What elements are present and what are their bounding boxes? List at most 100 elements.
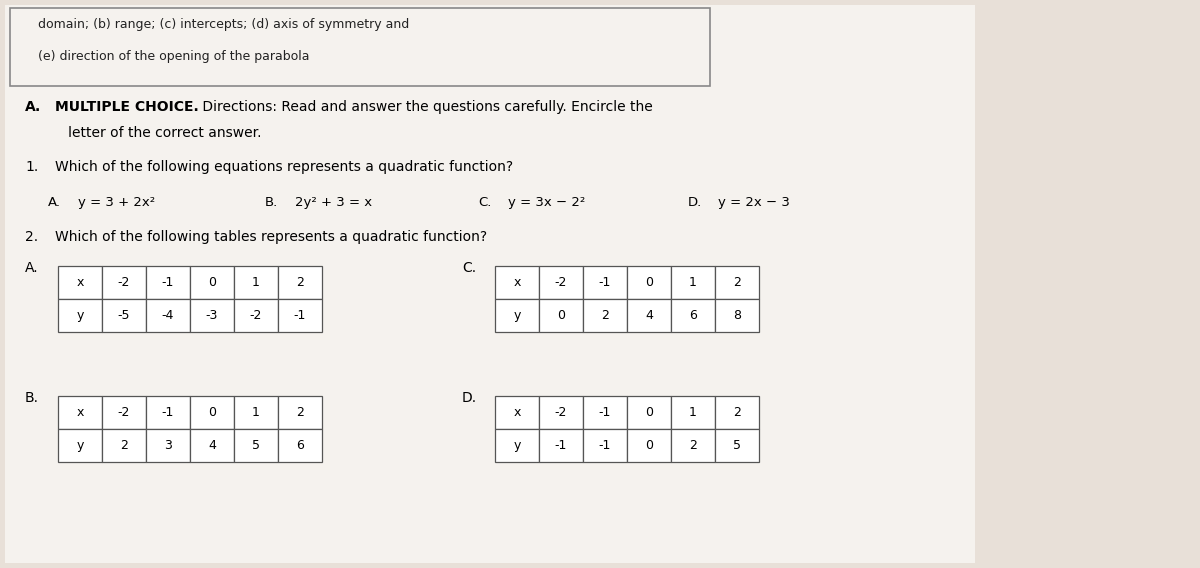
- Bar: [583, 266, 628, 299]
- Text: -1: -1: [294, 309, 306, 322]
- Bar: [496, 266, 539, 299]
- Bar: [715, 429, 760, 462]
- Text: -1: -1: [599, 439, 611, 452]
- Bar: [539, 396, 583, 429]
- Bar: [539, 299, 583, 332]
- Text: 0: 0: [208, 276, 216, 289]
- Text: Which of the following tables represents a quadratic function?: Which of the following tables represents…: [55, 230, 487, 244]
- Text: -2: -2: [250, 309, 262, 322]
- Text: 2: 2: [689, 439, 697, 452]
- Text: 1: 1: [689, 276, 697, 289]
- Text: D.: D.: [462, 391, 478, 405]
- Text: 6: 6: [296, 439, 304, 452]
- Bar: [539, 266, 583, 299]
- Text: x: x: [514, 406, 521, 419]
- Text: 5: 5: [252, 439, 260, 452]
- Text: y: y: [514, 439, 521, 452]
- Bar: [58, 299, 102, 332]
- Text: 3: 3: [164, 439, 172, 452]
- Text: 0: 0: [646, 439, 653, 452]
- Bar: [234, 429, 278, 462]
- Text: x: x: [77, 276, 84, 289]
- Bar: [58, 266, 102, 299]
- FancyBboxPatch shape: [10, 8, 710, 86]
- Text: 1: 1: [252, 276, 260, 289]
- Bar: [146, 396, 190, 429]
- Bar: [102, 266, 146, 299]
- Text: 8: 8: [733, 309, 742, 322]
- Text: y = 3 + 2x²: y = 3 + 2x²: [78, 196, 155, 209]
- Text: y: y: [77, 309, 84, 322]
- Text: -2: -2: [118, 276, 130, 289]
- Text: B.: B.: [25, 391, 38, 405]
- Bar: [278, 429, 322, 462]
- Text: 2.: 2.: [25, 230, 38, 244]
- Bar: [496, 396, 539, 429]
- Bar: [234, 299, 278, 332]
- Text: y = 2x − 3: y = 2x − 3: [718, 196, 790, 209]
- Bar: [146, 299, 190, 332]
- Text: letter of the correct answer.: letter of the correct answer.: [55, 126, 262, 140]
- Text: -2: -2: [118, 406, 130, 419]
- Bar: [715, 299, 760, 332]
- Text: 5: 5: [733, 439, 742, 452]
- Bar: [58, 429, 102, 462]
- Bar: [583, 299, 628, 332]
- Text: -1: -1: [162, 276, 174, 289]
- Bar: [190, 396, 234, 429]
- Text: 1: 1: [252, 406, 260, 419]
- Text: 1: 1: [689, 406, 697, 419]
- Text: 0: 0: [208, 406, 216, 419]
- Bar: [496, 299, 539, 332]
- Text: 0: 0: [557, 309, 565, 322]
- Text: A.: A.: [25, 261, 38, 275]
- Bar: [715, 266, 760, 299]
- Text: y: y: [77, 439, 84, 452]
- Bar: [278, 396, 322, 429]
- Text: -2: -2: [554, 406, 568, 419]
- FancyBboxPatch shape: [5, 5, 974, 563]
- Bar: [190, 429, 234, 462]
- Bar: [102, 299, 146, 332]
- Bar: [539, 429, 583, 462]
- Text: x: x: [514, 276, 521, 289]
- Text: -1: -1: [554, 439, 568, 452]
- Text: 2: 2: [296, 276, 304, 289]
- Bar: [583, 396, 628, 429]
- Text: 2: 2: [733, 276, 740, 289]
- Text: 2: 2: [120, 439, 128, 452]
- Text: -2: -2: [554, 276, 568, 289]
- Text: domain; (b) range; (c) intercepts; (d) axis of symmetry and: domain; (b) range; (c) intercepts; (d) a…: [38, 18, 409, 31]
- Text: MULTIPLE CHOICE.: MULTIPLE CHOICE.: [55, 100, 199, 114]
- Bar: [278, 266, 322, 299]
- Text: 4: 4: [646, 309, 653, 322]
- Text: 6: 6: [689, 309, 697, 322]
- Text: -4: -4: [162, 309, 174, 322]
- Text: D.: D.: [688, 196, 702, 209]
- Text: 0: 0: [646, 276, 653, 289]
- Text: 1.: 1.: [25, 160, 38, 174]
- Bar: [234, 266, 278, 299]
- Bar: [671, 429, 715, 462]
- Text: 2: 2: [601, 309, 608, 322]
- Text: B.: B.: [265, 196, 278, 209]
- Bar: [102, 396, 146, 429]
- Text: x: x: [77, 406, 84, 419]
- Text: 2y² + 3 = x: 2y² + 3 = x: [295, 196, 372, 209]
- Bar: [234, 396, 278, 429]
- Text: 0: 0: [646, 406, 653, 419]
- Bar: [715, 396, 760, 429]
- Bar: [146, 266, 190, 299]
- Text: A.: A.: [48, 196, 61, 209]
- Text: -3: -3: [206, 309, 218, 322]
- Text: -5: -5: [118, 309, 131, 322]
- Text: Directions: Read and answer the questions carefully. Encircle the: Directions: Read and answer the question…: [198, 100, 653, 114]
- Bar: [190, 299, 234, 332]
- Bar: [628, 396, 671, 429]
- Bar: [583, 429, 628, 462]
- Bar: [146, 429, 190, 462]
- Text: y = 3x − 2²: y = 3x − 2²: [508, 196, 586, 209]
- Text: (e) direction of the opening of the parabola: (e) direction of the opening of the para…: [38, 50, 310, 63]
- Bar: [58, 396, 102, 429]
- Bar: [278, 299, 322, 332]
